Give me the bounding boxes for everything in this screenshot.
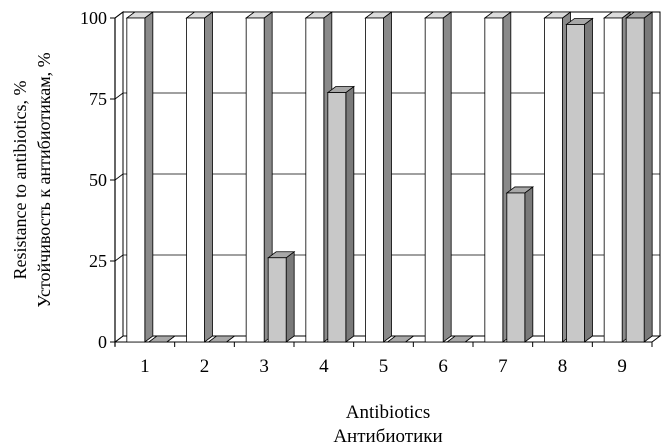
y-axis-label-ru: Устойчивость к антибиотикам, % — [34, 52, 54, 307]
bar-series1 — [185, 11, 214, 343]
bar-series2 — [565, 17, 594, 343]
bar-series1-front — [544, 17, 563, 343]
x-tick-label: 1 — [140, 356, 150, 377]
bar-series1 — [125, 11, 155, 343]
y-axis: 0 25 50 75 100 — [80, 8, 116, 352]
bar-series1-front — [603, 17, 623, 343]
bar-series1 — [364, 11, 393, 343]
grid-line-side — [114, 92, 124, 100]
bars — [125, 11, 654, 343]
bar-series2-front — [506, 192, 526, 343]
bar-series2 — [326, 85, 356, 343]
bar-series2 — [445, 335, 475, 343]
x-tick-label: 6 — [438, 356, 448, 377]
bar-series2-side — [524, 186, 534, 343]
grid-line-side — [114, 254, 124, 262]
bar-series1-side — [204, 11, 213, 343]
bar-series1-side — [383, 11, 392, 343]
grid-line-side — [114, 173, 124, 181]
bar-series1-side — [144, 11, 154, 343]
x-tick-label: 9 — [617, 356, 627, 377]
bar-series2-side — [345, 85, 355, 343]
bar-series2 — [624, 11, 654, 343]
bar-series2-top — [147, 335, 177, 343]
bar-series1-front — [305, 17, 325, 343]
bar-series2-side — [643, 11, 653, 343]
bar-series1 — [423, 11, 453, 343]
bar-series2-side — [285, 250, 295, 343]
bar-series2-top — [386, 335, 415, 343]
bar-series1-front — [484, 17, 504, 343]
bar-series1-front — [186, 17, 205, 343]
bar-series1-front — [365, 17, 384, 343]
bar-series1-side — [442, 11, 452, 343]
y-tick-label: 100 — [80, 8, 107, 28]
y-axis-label-en: Resistance to antibiotics, % — [10, 81, 30, 280]
x-tick-label: 4 — [319, 356, 329, 377]
bar-series2-top — [207, 335, 236, 343]
bar-series2-front — [625, 17, 645, 343]
grid-line-side — [114, 11, 124, 19]
bar-series2-top — [445, 335, 475, 343]
bar-series2 — [147, 335, 177, 343]
bar-series1-front — [424, 17, 444, 343]
x-tick-label: 5 — [379, 356, 389, 377]
x-tick-label: 8 — [558, 356, 568, 377]
y-tick-label: 50 — [89, 170, 107, 190]
bar-series2-side — [584, 17, 593, 343]
bar-series2-front — [566, 24, 585, 343]
bar-series2 — [386, 335, 415, 343]
x-axis: 1 2 3 4 5 6 7 8 9 — [114, 342, 653, 377]
y-tick-label: 25 — [89, 251, 107, 271]
x-tick-label: 7 — [498, 356, 508, 377]
y-tick-label: 75 — [89, 89, 107, 109]
bar-series1-front — [245, 17, 265, 343]
bar-series2-front — [327, 92, 347, 343]
x-axis-label-en: Antibiotics — [346, 402, 430, 423]
bar-series2 — [505, 186, 535, 343]
x-tick-label: 2 — [200, 356, 210, 377]
y-tick-label: 0 — [98, 332, 107, 352]
bar-series2 — [207, 335, 236, 343]
bar-series2 — [266, 250, 296, 343]
bar-series2-front — [267, 257, 287, 343]
x-axis-label-ru: Антибиотики — [333, 426, 442, 447]
bar-series1-front — [126, 17, 146, 343]
x-tick-label: 3 — [259, 356, 269, 377]
